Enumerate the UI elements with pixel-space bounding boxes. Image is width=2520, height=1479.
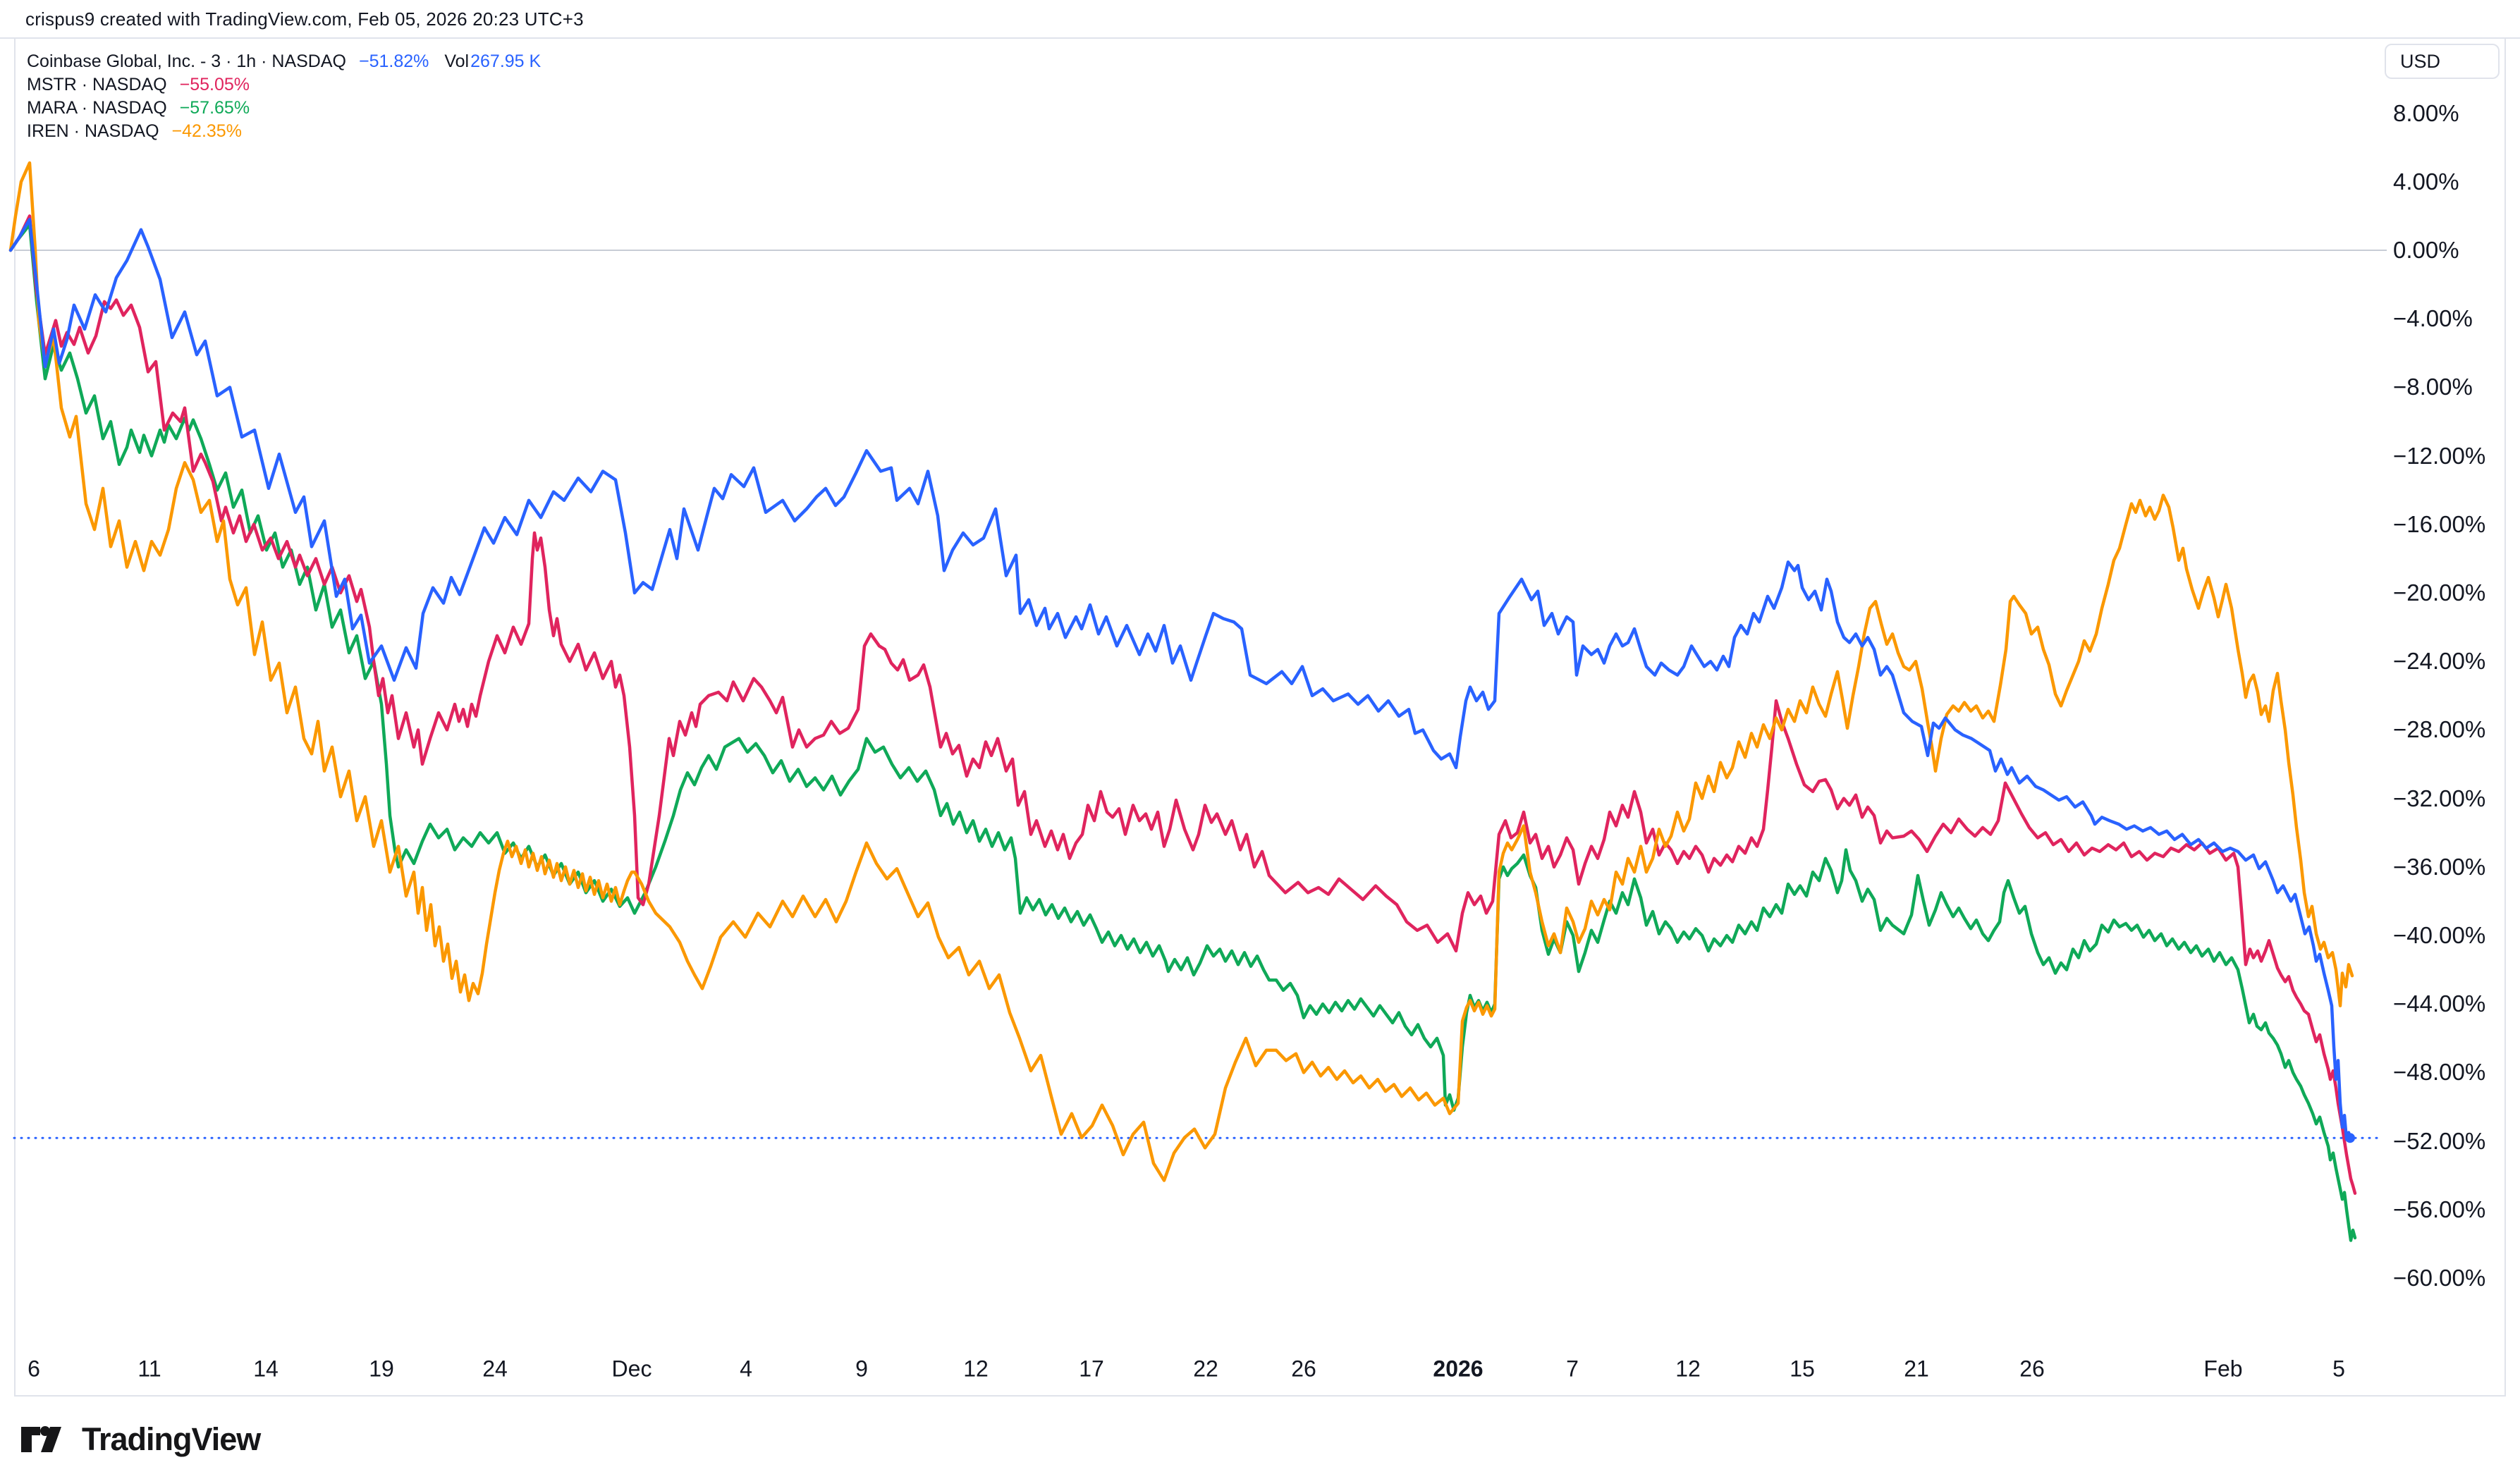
header-divider	[0, 37, 2520, 39]
time-tick-label: 12	[1675, 1356, 1701, 1382]
tradingview-logo[interactable]: TradingView	[21, 1421, 261, 1458]
legend-row-coin: Coinbase Global, Inc. - 3 · 1h · NASDAQ …	[27, 50, 541, 73]
price-tick-label: −60.00%	[2393, 1265, 2486, 1291]
price-tick-label: −36.00%	[2393, 853, 2486, 880]
time-tick-label: 11	[137, 1356, 161, 1382]
price-tick-label: −56.00%	[2393, 1196, 2486, 1222]
price-tick-label: −8.00%	[2393, 374, 2473, 400]
legend-coin-change: −51.82%	[358, 51, 429, 71]
tradingview-logo-text: TradingView	[82, 1421, 261, 1457]
time-tick-label: 9	[855, 1356, 868, 1382]
price-tick-label: −16.00%	[2393, 510, 2486, 537]
chart-pane[interactable]	[14, 37, 2504, 1345]
price-tick-label: −4.00%	[2393, 305, 2473, 332]
currency-toggle-label: USD	[2400, 50, 2441, 72]
price-tick-label: 4.00%	[2393, 168, 2459, 195]
time-tick-label: 14	[253, 1356, 279, 1382]
price-tick-label: −32.00%	[2393, 785, 2486, 811]
time-tick-label: 2026	[1433, 1356, 1484, 1382]
currency-toggle-button[interactable]: USD	[2385, 44, 2500, 79]
legend-coin-vol-value: 267.95 K	[470, 51, 542, 71]
time-tick-label: 12	[963, 1356, 989, 1382]
legend-mstr-symbol: MSTR · NASDAQ	[27, 75, 167, 94]
time-tick-label: Dec	[611, 1356, 652, 1382]
legend-row-iren: IREN · NASDAQ −42.35%	[27, 120, 541, 143]
legend-row-mstr: MSTR · NASDAQ −55.05%	[27, 73, 541, 97]
legend-iren-change: −42.35%	[171, 121, 242, 141]
price-tick-label: 8.00%	[2393, 99, 2459, 126]
time-tick-label: 26	[2019, 1356, 2045, 1382]
legend-mara-symbol: MARA · NASDAQ	[27, 98, 167, 118]
legend-mstr-change: −55.05%	[179, 75, 250, 94]
legend-iren-symbol: IREN · NASDAQ	[27, 121, 159, 141]
legend-coin-vol-label: Vol	[444, 51, 470, 71]
price-scale[interactable]	[2506, 37, 2520, 1395]
price-tick-label: −28.00%	[2393, 716, 2486, 743]
time-tick-label: 24	[482, 1356, 508, 1382]
legend-mara-change: −57.65%	[179, 98, 250, 118]
price-tick-label: −48.00%	[2393, 1059, 2486, 1086]
legend: Coinbase Global, Inc. - 3 · 1h · NASDAQ …	[27, 50, 541, 143]
price-axis-border	[2504, 37, 2506, 1397]
time-tick-label: 4	[740, 1356, 752, 1382]
time-tick-label: 21	[1904, 1356, 1929, 1382]
time-tick-label: 6	[27, 1356, 40, 1382]
time-axis-bottom-border	[14, 1395, 2506, 1397]
price-tick-label: −40.00%	[2393, 922, 2486, 948]
time-tick-label: Feb	[2203, 1356, 2243, 1382]
price-tick-label: −52.00%	[2393, 1127, 2486, 1154]
time-tick-label: 7	[1566, 1356, 1579, 1382]
time-tick-label: 17	[1079, 1356, 1104, 1382]
time-tick-label: 5	[2332, 1356, 2345, 1382]
price-tick-label: −20.00%	[2393, 579, 2486, 606]
legend-row-mara: MARA · NASDAQ −57.65%	[27, 97, 541, 120]
time-tick-label: 15	[1790, 1356, 1815, 1382]
tradingview-logo-icon	[21, 1426, 61, 1452]
price-tick-label: 0.00%	[2393, 237, 2459, 263]
time-tick-label: 19	[369, 1356, 394, 1382]
legend-coin-symbol: Coinbase Global, Inc. - 3 · 1h · NASDAQ	[27, 51, 346, 71]
time-scale[interactable]	[14, 1395, 2504, 1437]
time-tick-label: 26	[1291, 1356, 1316, 1382]
snapshot-attribution-title: crispus9 created with TradingView.com, F…	[25, 8, 584, 30]
price-tick-label: −44.00%	[2393, 990, 2486, 1017]
time-tick-label: 22	[1193, 1356, 1218, 1382]
price-tick-label: −12.00%	[2393, 442, 2486, 469]
price-tick-label: −24.00%	[2393, 648, 2486, 675]
